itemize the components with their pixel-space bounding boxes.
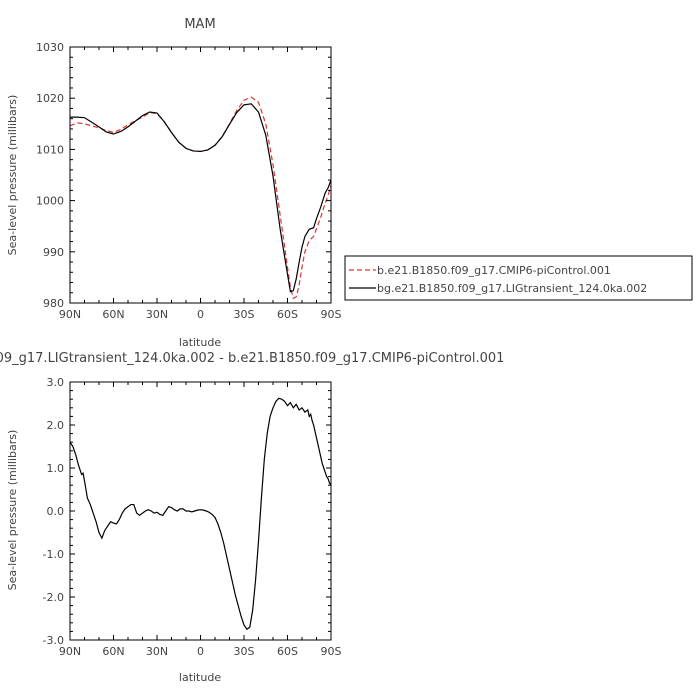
bottom-plot-frame (69, 381, 332, 641)
bottom-y-tick-label: -1.0 (43, 548, 64, 561)
bottom-y-tick-label: -2.0 (43, 591, 64, 604)
bottom-y-tick-label: 1.0 (47, 462, 65, 475)
bottom-y-axis-label: Sea-level pressure (millibars) (6, 430, 19, 591)
top-panel: MAM 90N 60N 30N 0 30S 60S 90S 980 990 1000 1010 102… (6, 17, 342, 349)
top-x-tick-label: 30S (234, 308, 255, 321)
bottom-chart-title: bg.e21.B1850.f09_g17.LIGtransient_124.0k… (0, 351, 504, 366)
top-plot-frame (69, 46, 332, 304)
top-x-tick-label: 90S (321, 308, 342, 321)
bottom-x-tick-label: 90S (321, 645, 342, 658)
bottom-x-tick-label: 60S (277, 645, 298, 658)
top-series-line-1 (70, 103, 332, 293)
top-y-tick-label: 1000 (36, 195, 64, 208)
bottom-x-tick-label: 60N (102, 645, 124, 658)
legend: b.e21.B1850.f09_g17.CMIP6-piControl.001 … (344, 255, 693, 301)
legend-box (344, 255, 693, 301)
bottom-y-tick-label: 2.0 (47, 419, 65, 432)
top-x-tick-label: 60S (277, 308, 298, 321)
bottom-x-axis-label: latitude (179, 671, 221, 684)
bottom-x-tick-label: 30N (146, 645, 168, 658)
top-chart-title: MAM (184, 17, 215, 32)
bottom-x-tick-label: 0 (197, 645, 204, 658)
top-x-tick-label: 90N (59, 308, 81, 321)
top-y-tick-label: 980 (43, 297, 64, 310)
bottom-y-tick-label: -3.0 (43, 634, 64, 647)
top-y-tick-label: 1010 (36, 143, 64, 156)
bottom-panel: bg.e21.B1850.f09_g17.LIGtransient_124.0k… (0, 351, 504, 684)
legend-label-picontrol: b.e21.B1850.f09_g17.CMIP6-piControl.001 (377, 264, 611, 277)
bottom-series-line-0 (69, 397, 332, 631)
top-y-axis-label: Sea-level pressure (millibars) (6, 95, 19, 256)
top-y-tick-label: 1030 (36, 41, 64, 54)
bottom-y-tick-label: 3.0 (47, 376, 65, 389)
top-y-tick-label: 1020 (36, 92, 64, 105)
top-x-tick-label: 30N (146, 308, 168, 321)
legend-label-ligtransient: bg.e21.B1850.f09_g17.LIGtransient_124.0k… (377, 282, 647, 295)
top-y-tick-label: 990 (43, 246, 64, 259)
top-x-tick-label: 0 (197, 308, 204, 321)
top-x-axis-label: latitude (179, 336, 221, 349)
top-x-tick-label: 60N (102, 308, 124, 321)
bottom-y-tick-label: 0.0 (47, 505, 65, 518)
bottom-x-tick-label: 90N (59, 645, 81, 658)
bottom-x-tick-label: 30S (234, 645, 255, 658)
top-series-line-0 (69, 96, 332, 300)
